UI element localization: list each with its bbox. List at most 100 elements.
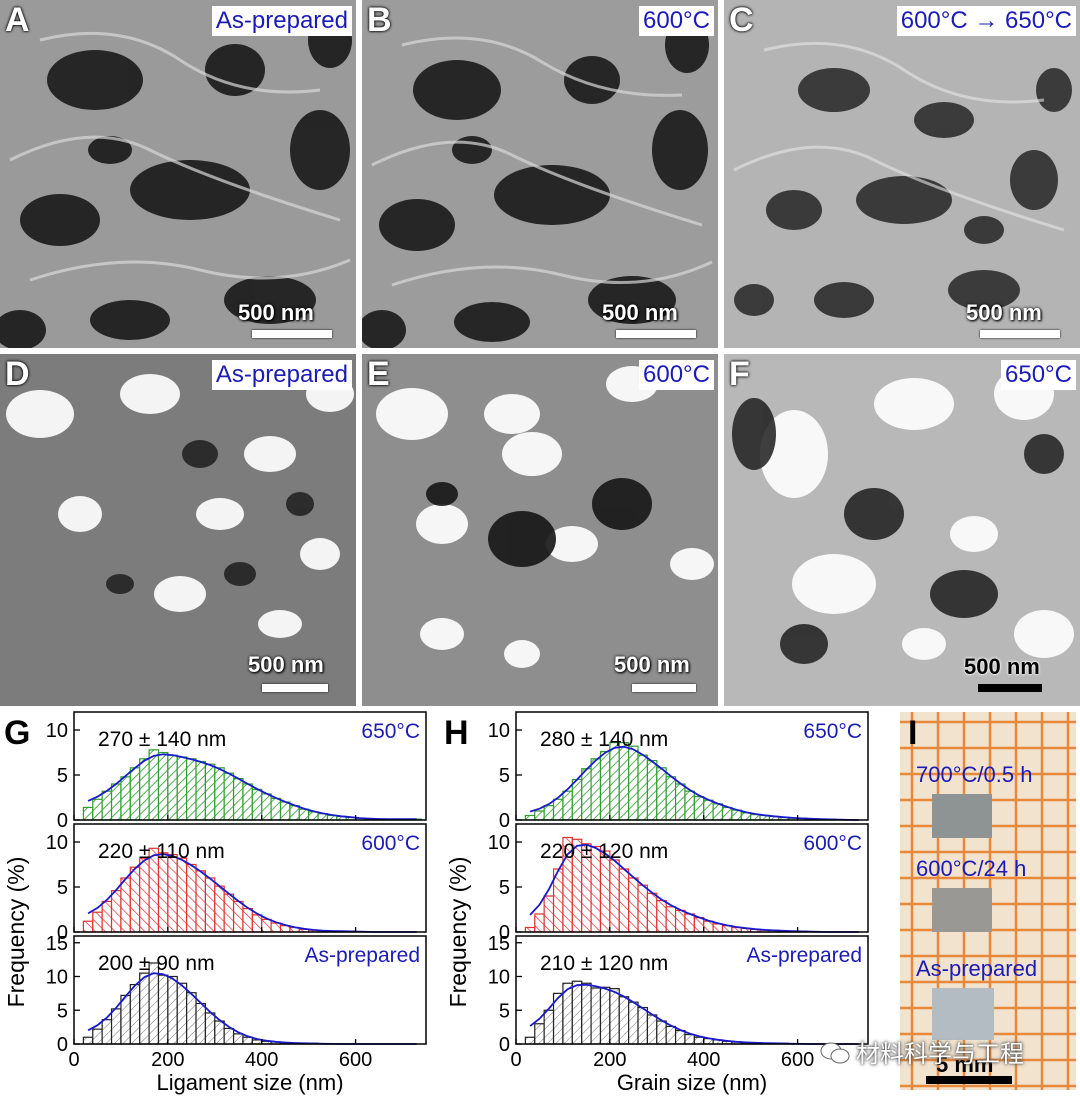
panel-letter: E (367, 355, 390, 393)
histogram-bar (534, 913, 545, 933)
histogram-bar (308, 811, 319, 821)
series-label: 600°C (361, 832, 420, 855)
plot-frame (515, 935, 869, 1045)
histogram-bar (129, 984, 141, 1045)
scale-bar (262, 684, 328, 692)
histogram-bar (693, 917, 705, 933)
panel-c-sem-image: C 600°C → 650°C 500 nm (724, 0, 1080, 348)
panel-letter: G (4, 714, 30, 752)
watermark-text: 材料科学与工程 (856, 1040, 1024, 1068)
histogram-bar (609, 741, 620, 821)
sample-label: 600°C/24 h (916, 856, 1027, 881)
histogram-bar (712, 803, 724, 821)
scale-bar (252, 330, 332, 338)
histogram-bar (552, 798, 564, 821)
histogram-bar (139, 758, 150, 821)
panel-letter: I (908, 714, 918, 752)
sem-micrograph-a (0, 0, 356, 348)
histogram-bar (92, 798, 103, 821)
y-tick-label: 5 (57, 877, 68, 899)
histogram-bar (581, 768, 592, 821)
sample-600c (932, 888, 992, 932)
histogram-bar (186, 863, 197, 933)
tem-micrograph-e (362, 354, 718, 706)
panel-letter: H (444, 714, 469, 752)
scale-bar (980, 330, 1060, 338)
histogram-bar (251, 914, 263, 933)
condition-label: As-prepared (211, 6, 352, 36)
histogram-bar (721, 806, 733, 821)
histogram-bar (261, 918, 272, 933)
panel-e-tem-image: E 600°C 500 nm (362, 354, 718, 706)
panel-letter: B (367, 1, 392, 39)
y-tick-label: 0 (57, 922, 68, 944)
x-tick-label: 200 (593, 1049, 626, 1071)
panel-letter: C (729, 1, 754, 39)
y-tick-label: 0 (499, 922, 510, 944)
histogram-bar (562, 790, 573, 821)
mean-annotation: 270 ± 140 nm (98, 728, 226, 751)
histogram-bar (289, 804, 300, 821)
series-label: As-prepared (304, 944, 420, 967)
histogram-bar (693, 795, 705, 821)
y-tick-label: 5 (499, 877, 510, 899)
x-axis-label: Ligament size (nm) (156, 1070, 343, 1095)
histogram-bar (740, 812, 752, 821)
x-tick-label: 0 (68, 1049, 79, 1071)
plot-frame (73, 711, 427, 821)
histogram-bar (665, 906, 677, 933)
histogram-bar (92, 1028, 103, 1045)
mean-annotation: 210 ± 120 nm (540, 952, 668, 975)
histogram-bar (599, 750, 611, 821)
fit-curve (87, 753, 417, 820)
histogram-bar (148, 749, 160, 821)
x-tick-label: 400 (245, 1049, 278, 1071)
histogram-bar (167, 854, 178, 933)
histogram-bar (628, 1001, 639, 1045)
scale-bar-label: 500 nm (964, 654, 1040, 679)
histogram-bar (120, 776, 131, 821)
x-tick-label: 200 (151, 1049, 184, 1071)
condition-label: As-prepared (211, 360, 352, 390)
histogram-bar (646, 892, 658, 933)
histogram-bar (684, 913, 695, 933)
x-axis-label: Grain size (nm) (617, 1070, 767, 1095)
histogram-bar (637, 884, 649, 933)
histogram-bar (674, 783, 686, 821)
y-tick-label: 0 (57, 810, 68, 832)
histogram-bar (186, 758, 197, 821)
histogram-bar (176, 982, 188, 1045)
histogram-bar (214, 767, 225, 821)
series-label: 600°C (803, 832, 862, 855)
series-label: 650°C (803, 720, 862, 743)
plot-frame (73, 823, 427, 933)
y-tick-label: 10 (488, 720, 510, 742)
y-tick-label: 5 (57, 1000, 68, 1022)
histogram-bar (731, 809, 742, 821)
sample-label: As-prepared (916, 956, 1038, 981)
histogram-bar (232, 900, 244, 933)
y-tick-label: 15 (488, 933, 510, 955)
histogram-bar (571, 778, 583, 821)
panel-letter: A (5, 1, 30, 39)
y-axis-label: Frequency (%) (3, 857, 29, 1008)
histogram-bar (251, 788, 263, 821)
histogram-bar (646, 759, 658, 821)
histogram-bar (204, 877, 216, 933)
x-tick-label: 0 (510, 1049, 521, 1071)
histogram-bar (590, 758, 602, 821)
x-tick-label: 400 (687, 1049, 720, 1071)
sample-700c (932, 794, 992, 838)
histogram-bar (110, 890, 122, 933)
panel-i-sample-photo: I 700°C/0.5 h 600°C/24 h As-prepared 5 m… (900, 712, 1076, 1090)
histogram-bar (599, 850, 611, 933)
histogram-bar (656, 1020, 667, 1045)
scale-bar (926, 1076, 1012, 1084)
mean-annotation: 220 ± 110 nm (98, 840, 225, 863)
histogram-bar (139, 857, 150, 933)
histogram-bar (129, 767, 141, 821)
sem-micrograph-b (362, 0, 718, 348)
chart-g-ligament-size: G 0 5 10 650°C 270 ± 140 nm 0 5 10 600°C 220 ± 110… (3, 711, 427, 1095)
histogram-bar (195, 1002, 207, 1045)
histogram-bar (195, 870, 207, 933)
